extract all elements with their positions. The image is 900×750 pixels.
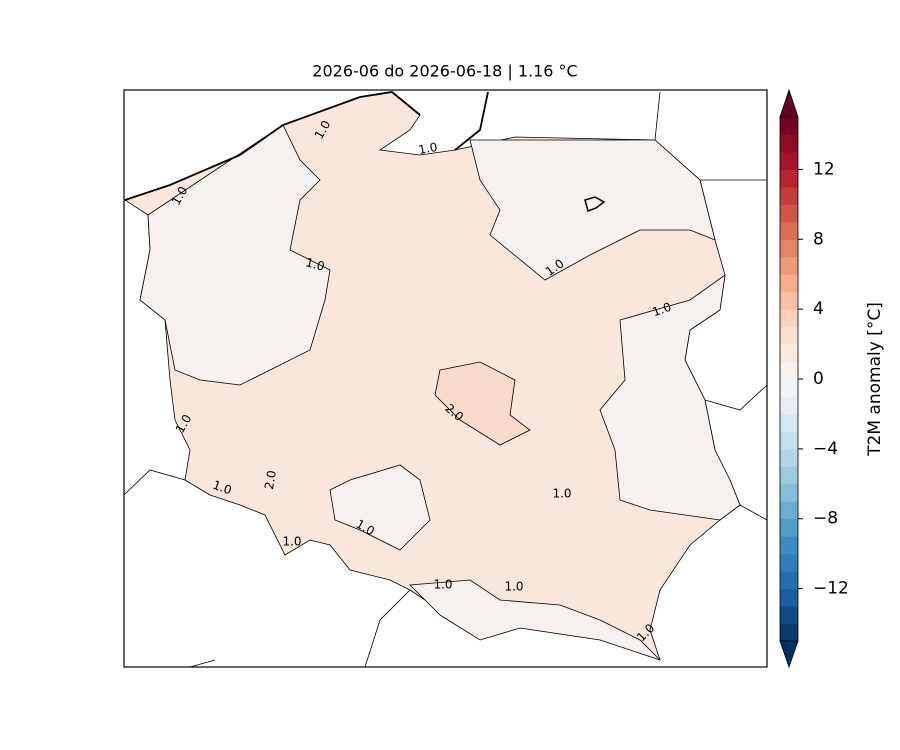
- contour-label: 1.0: [304, 255, 326, 273]
- area: [599, 274, 741, 521]
- colorbar-label: T2M anomaly [°C]: [865, 302, 885, 457]
- colorbar-band: [780, 413, 798, 432]
- colorbar-band: [780, 448, 798, 467]
- colorbar-band: [780, 134, 798, 153]
- contour-label: 1.0: [433, 578, 452, 592]
- colorbar-band: [780, 536, 798, 555]
- colorbar-band: [780, 623, 798, 642]
- coastline: [124, 91, 489, 201]
- colorbar-band: [780, 309, 798, 328]
- colorbar-tick-label: −12: [813, 579, 849, 599]
- high-anomaly-area: [434, 361, 531, 446]
- border: [739, 504, 768, 521]
- area: [139, 124, 331, 386]
- contour-label: 1.0: [211, 478, 234, 498]
- colorbar-band: [780, 518, 798, 537]
- colorbar-band: [780, 483, 798, 502]
- colorbar-band: [780, 361, 798, 380]
- colorbar-band: [780, 169, 798, 188]
- colorbar-band: [780, 239, 798, 258]
- colorbar-band: [780, 221, 798, 240]
- colorbar-extend: [779, 640, 799, 669]
- colorbar-tick-label: 8: [813, 229, 824, 249]
- map-frame: [123, 89, 768, 668]
- lake: [584, 196, 606, 212]
- colorbar-band: [780, 606, 798, 625]
- colorbar-band: [780, 571, 798, 590]
- contour-label: 1.0: [504, 580, 523, 594]
- colorbar-band: [780, 553, 798, 572]
- colorbar-band: [780, 588, 798, 607]
- borders: [123, 91, 768, 668]
- colorbar-band: [780, 256, 798, 275]
- border: [123, 469, 186, 496]
- colorbar-band: [780, 396, 798, 415]
- contour-label: 1.0: [552, 487, 571, 501]
- contour-label: 1.0: [650, 300, 673, 320]
- area: [329, 464, 431, 551]
- colorbar-band: [780, 151, 798, 170]
- border: [364, 589, 411, 668]
- colorbar-band: [780, 501, 798, 520]
- colorbar-band: [780, 466, 798, 485]
- colorbar-tick-label: −8: [813, 509, 838, 529]
- colorbar-tick-label: 4: [813, 299, 824, 319]
- colorbar: 12 8 4 0 −4 −8 −12: [779, 88, 849, 669]
- colorbar-tick-label: 0: [813, 369, 824, 389]
- colorbar-band: [780, 274, 798, 293]
- colorbar-tick-label: −4: [813, 439, 838, 459]
- map-title: 2026-06 do 2026-06-18 | 1.16 °C: [312, 62, 577, 81]
- colorbar-band: [780, 326, 798, 345]
- colorbar-band: [780, 204, 798, 223]
- colorbar-band: [780, 379, 798, 397]
- border: [704, 384, 768, 411]
- border: [189, 659, 216, 668]
- contour-label: 2.0: [262, 469, 279, 490]
- contour-label: 1.0: [282, 535, 301, 549]
- colorbar-band: [780, 186, 798, 205]
- colorbar-band: [780, 117, 798, 135]
- area: [409, 579, 661, 661]
- colorbar-band: [780, 431, 798, 450]
- map: [123, 89, 768, 668]
- colorbar-band: [780, 344, 798, 363]
- border: [654, 91, 661, 141]
- colorbar-tick-label: 12: [813, 159, 835, 179]
- colorbar-extend: [779, 88, 799, 118]
- colorbar-band: [780, 291, 798, 310]
- contour-label: 1.0: [417, 140, 438, 157]
